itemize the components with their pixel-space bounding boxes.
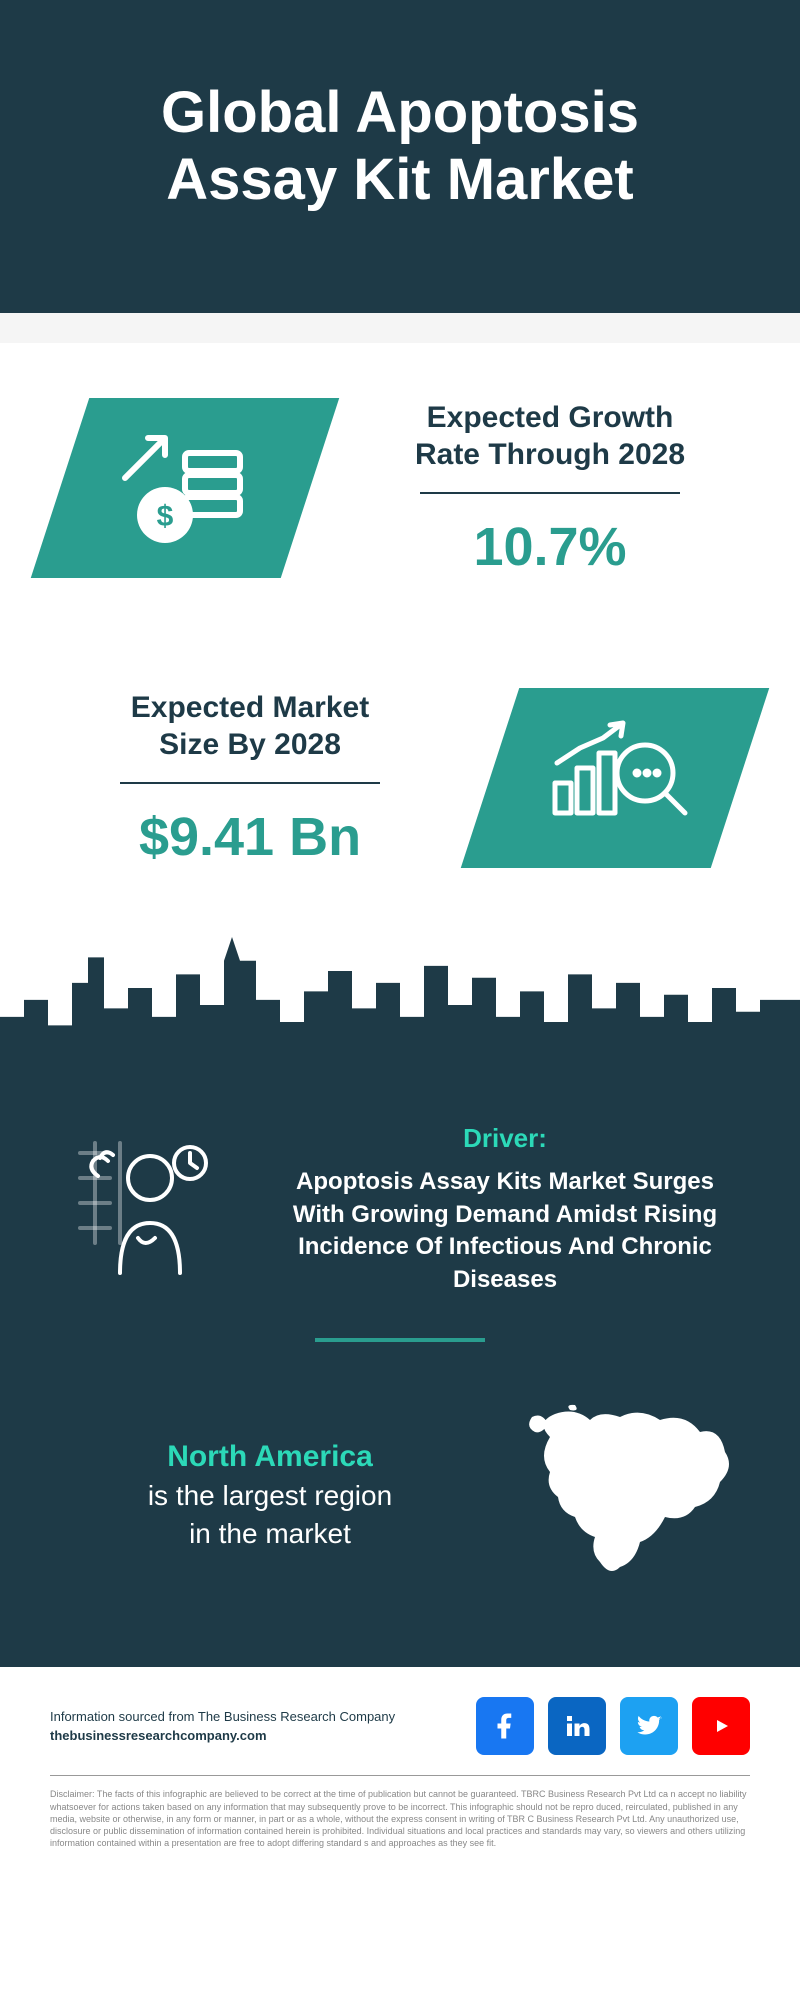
facebook-icon[interactable]	[476, 1697, 534, 1755]
disclaimer-text: Disclaimer: The facts of this infographi…	[50, 1788, 750, 1849]
stat-growth-rate: $ Expected Growth Rate Through 2028 10.7…	[0, 343, 800, 633]
stat-divider	[420, 492, 680, 494]
driver-label: Driver:	[270, 1123, 740, 1154]
footer: Information sourced from The Business Re…	[0, 1667, 800, 1864]
title-line-1: Global Apoptosis	[161, 80, 639, 145]
divider-gap	[0, 313, 800, 343]
stat-value: $9.41 Bn	[139, 806, 361, 868]
stat-icon-panel: $	[31, 398, 339, 578]
youtube-icon[interactable]	[692, 1697, 750, 1755]
analytics-magnifier-icon	[535, 713, 695, 843]
svg-text:$: $	[157, 500, 174, 533]
stat-label: Expected Market Size By 2028	[131, 689, 369, 764]
title-line-2: Assay Kit Market	[166, 147, 633, 212]
header-banner: Global Apoptosis Assay Kit Market	[0, 0, 800, 313]
stat-text-block: Expected Growth Rate Through 2028 10.7%	[360, 399, 740, 578]
twitter-icon[interactable]	[620, 1697, 678, 1755]
money-growth-icon: $	[110, 423, 260, 553]
north-america-map-icon	[520, 1402, 740, 1582]
section-divider	[315, 1338, 485, 1342]
region-text: North America is the largest region in t…	[60, 1437, 480, 1553]
stat-value: 10.7%	[473, 516, 626, 578]
page-title: Global Apoptosis Assay Kit Market	[40, 80, 760, 213]
driver-body: Apoptosis Assay Kits Market Surges With …	[270, 1166, 740, 1296]
stat-label: Expected Growth Rate Through 2028	[415, 399, 685, 474]
stat-market-size: Expected Market Size By 2028 $9.41 Bn	[0, 633, 800, 923]
stat-icon-panel	[461, 688, 769, 868]
dark-content-section: Driver: Apoptosis Assay Kits Market Surg…	[0, 1093, 800, 1667]
driver-text: Driver: Apoptosis Assay Kits Market Surg…	[270, 1123, 740, 1296]
region-block: North America is the largest region in t…	[60, 1402, 740, 1587]
footer-source: Information sourced from The Business Re…	[50, 1707, 446, 1746]
footer-divider	[50, 1775, 750, 1776]
social-links	[476, 1697, 750, 1755]
linkedin-icon[interactable]	[548, 1697, 606, 1755]
patient-icon	[60, 1123, 230, 1293]
stat-text-block: Expected Market Size By 2028 $9.41 Bn	[60, 689, 440, 868]
skyline-divider	[0, 923, 800, 1093]
stat-divider	[120, 782, 380, 784]
driver-block: Driver: Apoptosis Assay Kits Market Surg…	[60, 1123, 740, 1298]
region-highlight: North America	[167, 1440, 373, 1473]
